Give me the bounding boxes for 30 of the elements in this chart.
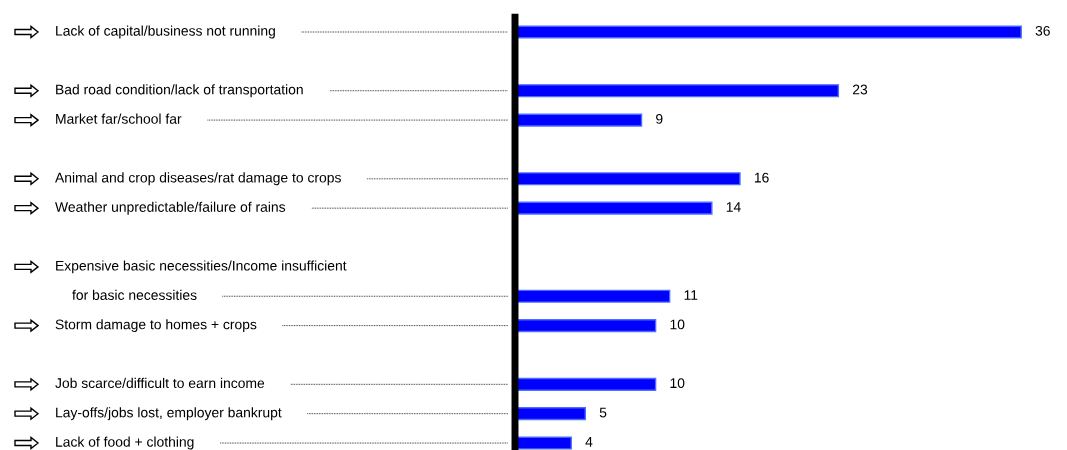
data-label: 10: [670, 319, 685, 330]
data-label: 10: [670, 378, 685, 389]
bar: [515, 319, 657, 333]
bar: [515, 113, 643, 127]
y-tick-label: Lack of food + clothing: [56, 436, 194, 450]
y-tick-label: Job scarce/difficult to earn income: [55, 377, 265, 389]
y-tick-label: Storm damage to homes + crops: [55, 319, 257, 333]
y-tick-label: Lack of capital/business not running: [56, 25, 275, 39]
bar: [515, 25, 1022, 39]
data-label: 11: [684, 290, 698, 300]
bar: [515, 172, 741, 186]
data-label: 4: [585, 437, 593, 447]
y-tick-label: Bad road condition/lack of transportation: [56, 84, 303, 98]
y-tick-label: Weather unpredictable/failure of rains: [55, 201, 286, 215]
bar: [515, 84, 840, 98]
bar: [515, 201, 713, 215]
y-tick-label: Animal and crop diseases/rat damage to crops: [55, 172, 341, 186]
data-label: 36: [1035, 25, 1050, 36]
data-label: 23: [852, 84, 868, 95]
data-label: 16: [754, 172, 769, 183]
y-tick-label: Lay-offs/jobs lost, employer bankrupt: [56, 407, 282, 421]
bar: [515, 407, 586, 421]
y-tick-label: Market far/school far: [56, 113, 182, 124]
data-label: 14: [726, 202, 741, 212]
bar: [515, 377, 657, 391]
data-label: 5: [599, 407, 607, 418]
y-tick-label: Expensive basic necessities/Income insufficient for basic necessities: [56, 260, 347, 300]
bar: [515, 289, 671, 303]
data-label: 9: [656, 113, 663, 124]
bar: [515, 436, 572, 450]
